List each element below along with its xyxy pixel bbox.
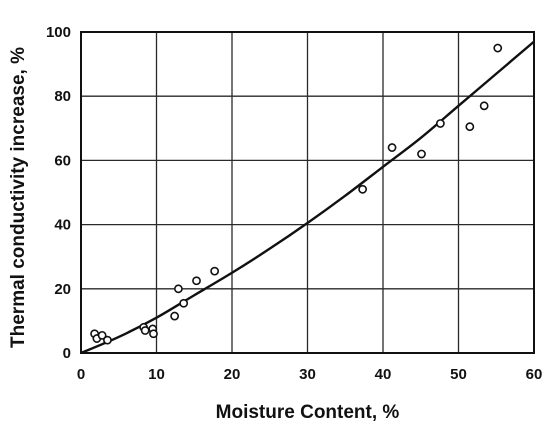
fit-curve: [80, 40, 535, 355]
data-point: [170, 311, 180, 321]
y-axis-title: Thermal conductivity increase, %: [8, 47, 29, 348]
data-point: [387, 143, 397, 152]
y-tick-label: 20: [54, 281, 71, 298]
x-tick-label: 60: [526, 366, 543, 383]
x-tick-labels: 0 10 20 30 40 50 60: [77, 366, 543, 383]
x-tick-label: 50: [450, 366, 467, 383]
data-point: [493, 43, 503, 53]
x-tick-label: 40: [375, 366, 392, 383]
data-point: [173, 284, 183, 294]
x-tick-label: 10: [148, 366, 165, 383]
y-tick-label: 0: [63, 345, 71, 362]
plot-frame: [80, 31, 535, 354]
x-tick-label: 30: [299, 366, 316, 383]
data-point: [435, 119, 445, 128]
x-axis-title: Moisture Content, %: [216, 402, 400, 423]
data-point: [103, 335, 112, 345]
data-point: [465, 122, 475, 132]
data-points: [90, 43, 503, 345]
data-point: [149, 329, 158, 339]
y-tick-label: 40: [54, 217, 71, 234]
data-point: [417, 149, 426, 159]
grid-lines: [81, 32, 534, 353]
x-tick-label: 0: [77, 366, 85, 383]
y-tick-label: 100: [46, 24, 71, 41]
data-point: [140, 326, 150, 335]
data-point: [479, 101, 489, 111]
y-tick-label: 60: [54, 152, 71, 169]
y-tick-labels: 0 20 40 60 80 100: [46, 24, 71, 362]
data-point: [97, 330, 107, 340]
data-point: [358, 184, 368, 194]
y-tick-label: 80: [54, 88, 71, 105]
data-point: [179, 298, 189, 308]
x-tick-label: 20: [224, 366, 241, 383]
data-point: [210, 266, 220, 276]
data-point: [192, 276, 201, 286]
